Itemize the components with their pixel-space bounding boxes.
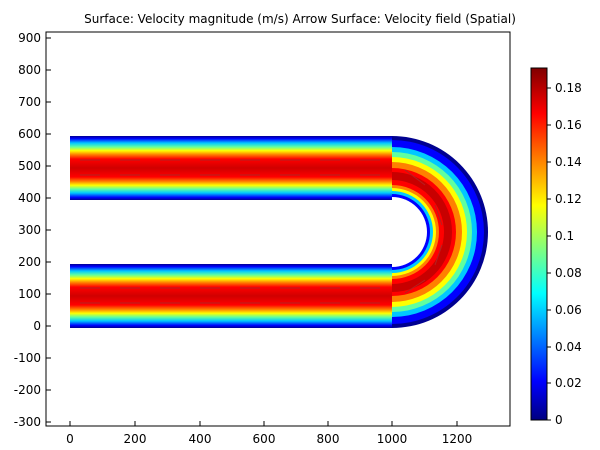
x-tick-label: 1000 — [377, 432, 408, 446]
colorbar-tick-label: 0.16 — [555, 118, 582, 132]
y-tick-label: 300 — [18, 223, 41, 237]
y-tick-label: 100 — [18, 287, 41, 301]
arrow-bend — [404, 169, 443, 294]
x-tick-label: 0 — [66, 432, 74, 446]
colorbar: 0.18 0.16 0.14 0.12 0.1 0.08 0.06 0.04 0… — [530, 67, 582, 427]
colorbar-tick-label: 0.12 — [555, 192, 582, 206]
y-tick-label: 400 — [18, 191, 41, 205]
y-ticks — [46, 37, 51, 423]
y-tick-label: -300 — [14, 415, 41, 429]
y-tick-label: -200 — [14, 383, 41, 397]
colorbar-gradient — [530, 67, 548, 421]
plot-title: Surface: Velocity magnitude (m/s) Arrow … — [84, 12, 516, 26]
y-tick-label: 900 — [18, 31, 41, 45]
colorbar-tick-label: 0.14 — [555, 155, 582, 169]
x-tick-label: 800 — [317, 432, 340, 446]
y-tick-label: 700 — [18, 95, 41, 109]
lower-channel — [70, 264, 392, 328]
y-tick-labels: 900 800 700 600 500 400 300 200 100 0 -1… — [14, 31, 41, 429]
colorbar-tick-label: 0.18 — [555, 81, 582, 95]
colorbar-tick-label: 0.04 — [555, 340, 582, 354]
colorbar-tick-label: 0.1 — [555, 229, 574, 243]
y-tick-label: -100 — [14, 351, 41, 365]
colorbar-tick-label: 0.02 — [555, 376, 582, 390]
x-tick-labels: 0 200 400 600 800 1000 1200 — [66, 432, 472, 446]
colorbar-tick-label: 0.08 — [555, 266, 582, 280]
y-tick-label: 500 — [18, 159, 41, 173]
upper-channel — [70, 136, 392, 200]
y-tick-label: 0 — [33, 319, 41, 333]
x-tick-label: 400 — [189, 432, 212, 446]
velocity-surface — [70, 130, 488, 334]
x-tick-label: 600 — [253, 432, 276, 446]
y-tick-label: 800 — [18, 63, 41, 77]
colorbar-tick-label: 0.06 — [555, 303, 582, 317]
x-ticks — [69, 421, 458, 426]
velocity-arrows — [80, 159, 443, 304]
y-tick-label: 200 — [18, 255, 41, 269]
y-tick-label: 600 — [18, 127, 41, 141]
x-tick-label: 1200 — [442, 432, 473, 446]
x-tick-label: 200 — [124, 432, 147, 446]
colorbar-tick-label: 0 — [555, 413, 563, 427]
